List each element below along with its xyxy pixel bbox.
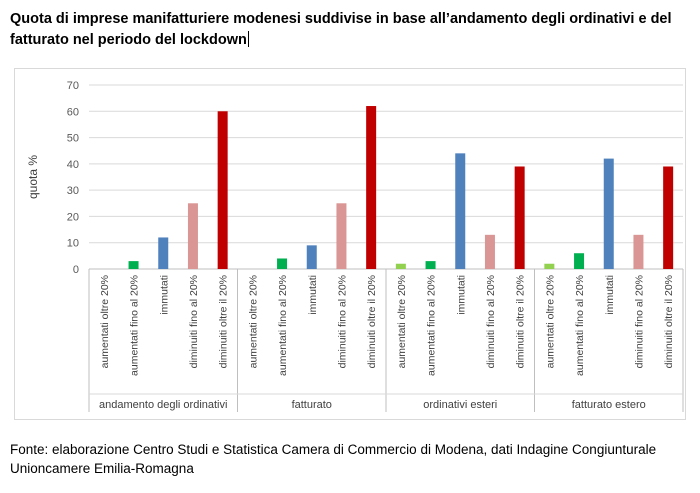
bar bbox=[306, 245, 317, 269]
bar bbox=[366, 106, 377, 270]
x-tick-label: aumentati oltre 20% bbox=[99, 275, 111, 368]
x-tick-label: immutati bbox=[604, 275, 616, 315]
bar bbox=[217, 111, 228, 270]
source-note: Fonte: elaborazione Centro Studi e Stati… bbox=[10, 442, 657, 476]
group-label: andamento degli ordinativi bbox=[99, 399, 227, 411]
x-tick-label: aumentati fino al 20% bbox=[129, 275, 141, 376]
text-cursor bbox=[247, 31, 249, 47]
x-tick-label: immutati bbox=[307, 275, 319, 315]
group-label: fatturato estero bbox=[572, 399, 646, 411]
bar bbox=[455, 153, 466, 269]
x-tick-label: aumentati oltre 20% bbox=[247, 275, 259, 368]
bar bbox=[187, 203, 198, 269]
x-tick-label: aumentati fino al 20% bbox=[574, 275, 586, 376]
bar bbox=[574, 253, 585, 269]
bar bbox=[603, 158, 614, 269]
bar bbox=[336, 203, 347, 269]
bar bbox=[514, 166, 525, 269]
x-tick-label: diminuiti fino al 20% bbox=[485, 275, 497, 368]
x-tick-label: aumentati oltre 20% bbox=[544, 275, 556, 368]
x-tick-label: diminuiti oltre il 20% bbox=[366, 275, 378, 368]
bar bbox=[484, 234, 495, 269]
bar bbox=[128, 261, 139, 269]
bar bbox=[663, 166, 674, 269]
x-tick-label: diminuiti fino al 20% bbox=[336, 275, 348, 368]
bar bbox=[277, 258, 288, 269]
chart-area: 0 10 20 30 40 50 60 70 quota % aumentati oltre 20… bbox=[14, 68, 686, 420]
y-tick-label: 50 bbox=[67, 133, 79, 145]
y-tick-label: 0 bbox=[73, 264, 79, 276]
bar bbox=[544, 263, 555, 269]
y-tick-label: 30 bbox=[67, 185, 79, 197]
group-label: fatturato bbox=[292, 399, 332, 411]
y-tick-label: 60 bbox=[67, 106, 79, 118]
y-axis-label: quota % bbox=[26, 155, 40, 199]
y-tick-label: 20 bbox=[67, 211, 79, 223]
x-tick-label: diminuiti oltre il 20% bbox=[515, 275, 527, 368]
bar-chart: 0 10 20 30 40 50 60 70 quota % aumentati oltre 20… bbox=[26, 80, 684, 412]
y-tick-label: 40 bbox=[67, 159, 79, 171]
bar bbox=[158, 237, 169, 269]
x-tick-label: diminuiti fino al 20% bbox=[633, 275, 645, 368]
group-label: ordinativi esteri bbox=[423, 399, 497, 411]
bar bbox=[425, 261, 436, 269]
y-tick-label: 70 bbox=[67, 80, 79, 92]
y-tick-label: 10 bbox=[67, 238, 79, 250]
x-tick-label: diminuiti fino al 20% bbox=[188, 275, 200, 368]
x-tick-label: diminuiti oltre il 20% bbox=[663, 275, 675, 368]
x-tick-label: diminuiti oltre il 20% bbox=[218, 275, 230, 368]
x-tick-label: aumentati fino al 20% bbox=[426, 275, 438, 376]
x-tick-label: immutati bbox=[455, 275, 467, 315]
chart-title: Quota di imprese manifatturiere modenesi… bbox=[10, 9, 695, 51]
bar bbox=[395, 263, 406, 269]
chart-title-text: Quota di imprese manifatturiere modenesi… bbox=[10, 11, 672, 48]
x-tick-label: aumentati fino al 20% bbox=[277, 275, 289, 376]
x-tick-label: immutati bbox=[158, 275, 170, 315]
bar bbox=[633, 234, 644, 269]
x-tick-label: aumentati oltre 20% bbox=[396, 275, 408, 368]
